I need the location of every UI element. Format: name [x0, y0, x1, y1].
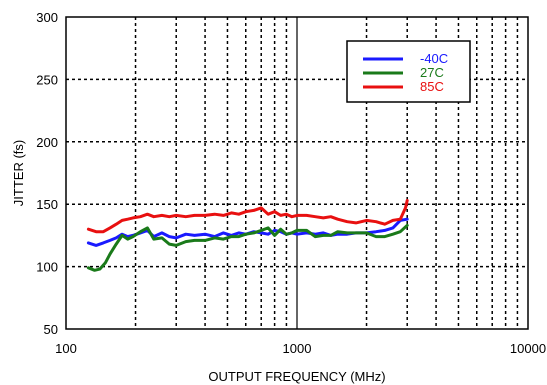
x-tick-label: 100 [55, 341, 77, 356]
series-line-2 [86, 223, 409, 272]
y-axis-title: JITTER (fs) [11, 140, 26, 206]
series-line-3 [86, 199, 409, 234]
x-tick-label: 1000 [283, 341, 312, 356]
x-tick-labels: 100 1000 10000 [55, 341, 546, 356]
legend-box [346, 40, 471, 103]
y-tick-label: 300 [36, 10, 58, 25]
y-tick-labels: 50 100 150 200 250 300 [36, 10, 58, 337]
legend-label-series-2: 27C [420, 65, 444, 80]
y-tick-label: 100 [36, 260, 58, 275]
legend-label-series-1: -40C [420, 51, 448, 66]
series-lines [86, 199, 409, 272]
legend-label-series-3: 85C [420, 79, 444, 94]
y-tick-label: 200 [36, 135, 58, 150]
y-tick-label: 150 [36, 197, 58, 212]
x-tick-label: 10000 [510, 341, 546, 356]
legend: -40C 27C 85C [346, 40, 471, 103]
y-tick-label: 50 [44, 322, 58, 337]
x-axis-title: OUTPUT FREQUENCY (MHz) [208, 369, 385, 384]
grid-lines [66, 17, 528, 329]
plot-frame [65, 16, 529, 330]
y-tick-label: 250 [36, 72, 58, 87]
